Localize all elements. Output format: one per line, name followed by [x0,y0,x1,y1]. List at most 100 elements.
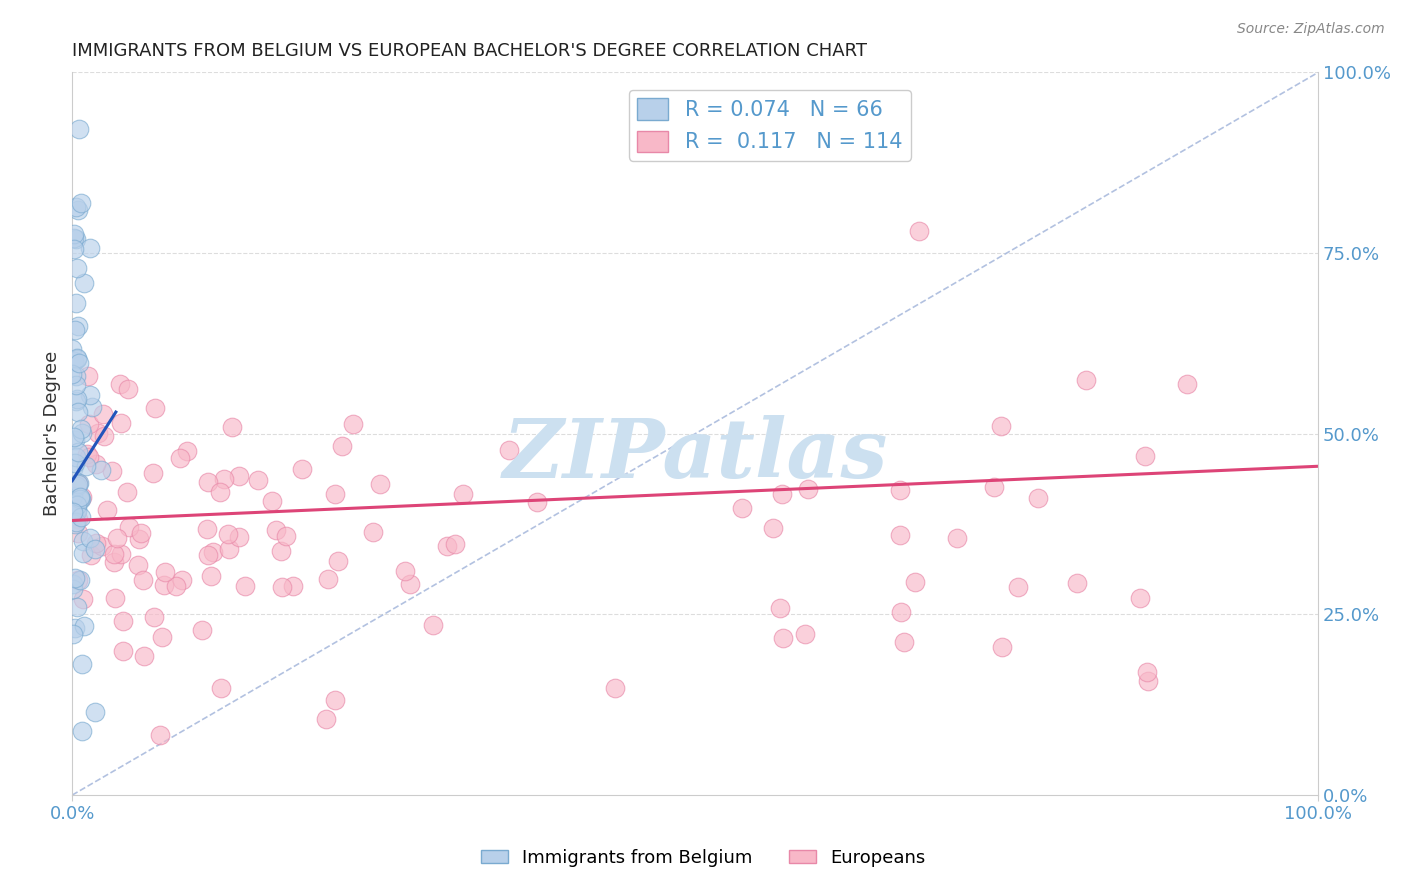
Point [63,621,86,635]
Point [69,195,91,210]
Point [67,356,90,370]
Point [153,577,176,591]
Point [108,376,131,391]
Point [176,443,198,458]
Point [797,482,820,496]
Text: ZIPatlas: ZIPatlas [502,416,889,495]
Point [66,504,89,518]
Point [63,323,86,337]
Point [769,600,792,615]
Point [276,529,298,543]
Point [315,712,337,726]
Point [197,475,219,490]
Point [330,439,353,453]
Point [191,624,214,638]
Point [69,490,91,504]
Point [62,342,84,356]
Point [342,417,364,431]
Point [129,526,152,541]
Point [110,547,132,561]
Point [946,531,969,545]
Point [90,463,112,477]
Point [221,420,243,434]
Point [67,476,90,491]
Point [127,558,149,572]
Point [79,531,101,545]
Point [603,681,626,695]
Point [266,523,288,537]
Point [1136,674,1159,689]
Point [325,692,347,706]
Point [72,276,94,290]
Point [394,565,416,579]
Point [793,626,815,640]
Point [247,474,270,488]
Point [72,425,94,440]
Point [70,657,93,671]
Point [63,433,86,447]
Point [77,450,100,464]
Point [62,462,84,476]
Point [62,505,84,519]
Point [195,523,218,537]
Point [65,200,87,214]
Text: IMMIGRANTS FROM BELGIUM VS EUROPEAN BACHELOR'S DEGREE CORRELATION CHART: IMMIGRANTS FROM BELGIUM VS EUROPEAN BACH… [72,42,868,60]
Point [84,458,107,472]
Point [76,447,98,461]
Point [197,548,219,562]
Point [65,378,87,392]
Point [103,547,125,561]
Point [75,459,97,474]
Point [70,510,93,524]
Point [271,580,294,594]
Point [889,528,911,542]
Point [72,533,94,548]
Point [93,407,115,421]
Point [1007,580,1029,594]
Point [889,483,911,497]
Point [63,571,86,585]
Point [112,644,135,658]
Point [115,484,138,499]
Point [70,490,93,504]
Point [316,572,339,586]
Point [66,405,89,419]
Point [63,227,86,242]
Point [66,260,89,275]
Point [323,487,346,501]
Point [84,542,107,557]
Point [66,476,89,491]
Point [67,525,90,540]
Point [291,462,314,476]
Point [117,382,139,396]
Point [96,503,118,517]
Point [84,535,107,549]
Point [65,232,87,246]
Point [67,512,90,526]
Point [80,548,103,562]
Point [65,501,87,516]
Point [128,533,150,547]
Point [77,368,100,383]
Point [1129,591,1152,605]
Point [65,450,87,465]
Point [62,626,84,640]
Point [70,422,93,436]
Point [436,540,458,554]
Point [1066,575,1088,590]
Point [169,451,191,466]
Point [991,640,1014,654]
Point [772,487,794,501]
Point [218,542,240,557]
Point [70,723,93,738]
Point [281,579,304,593]
Point [72,546,94,560]
Point [451,486,474,500]
Point [1136,665,1159,679]
Point [105,531,128,545]
Point [67,476,90,491]
Point [65,515,87,529]
Point [62,582,84,596]
Point [103,591,125,605]
Point [66,351,89,366]
